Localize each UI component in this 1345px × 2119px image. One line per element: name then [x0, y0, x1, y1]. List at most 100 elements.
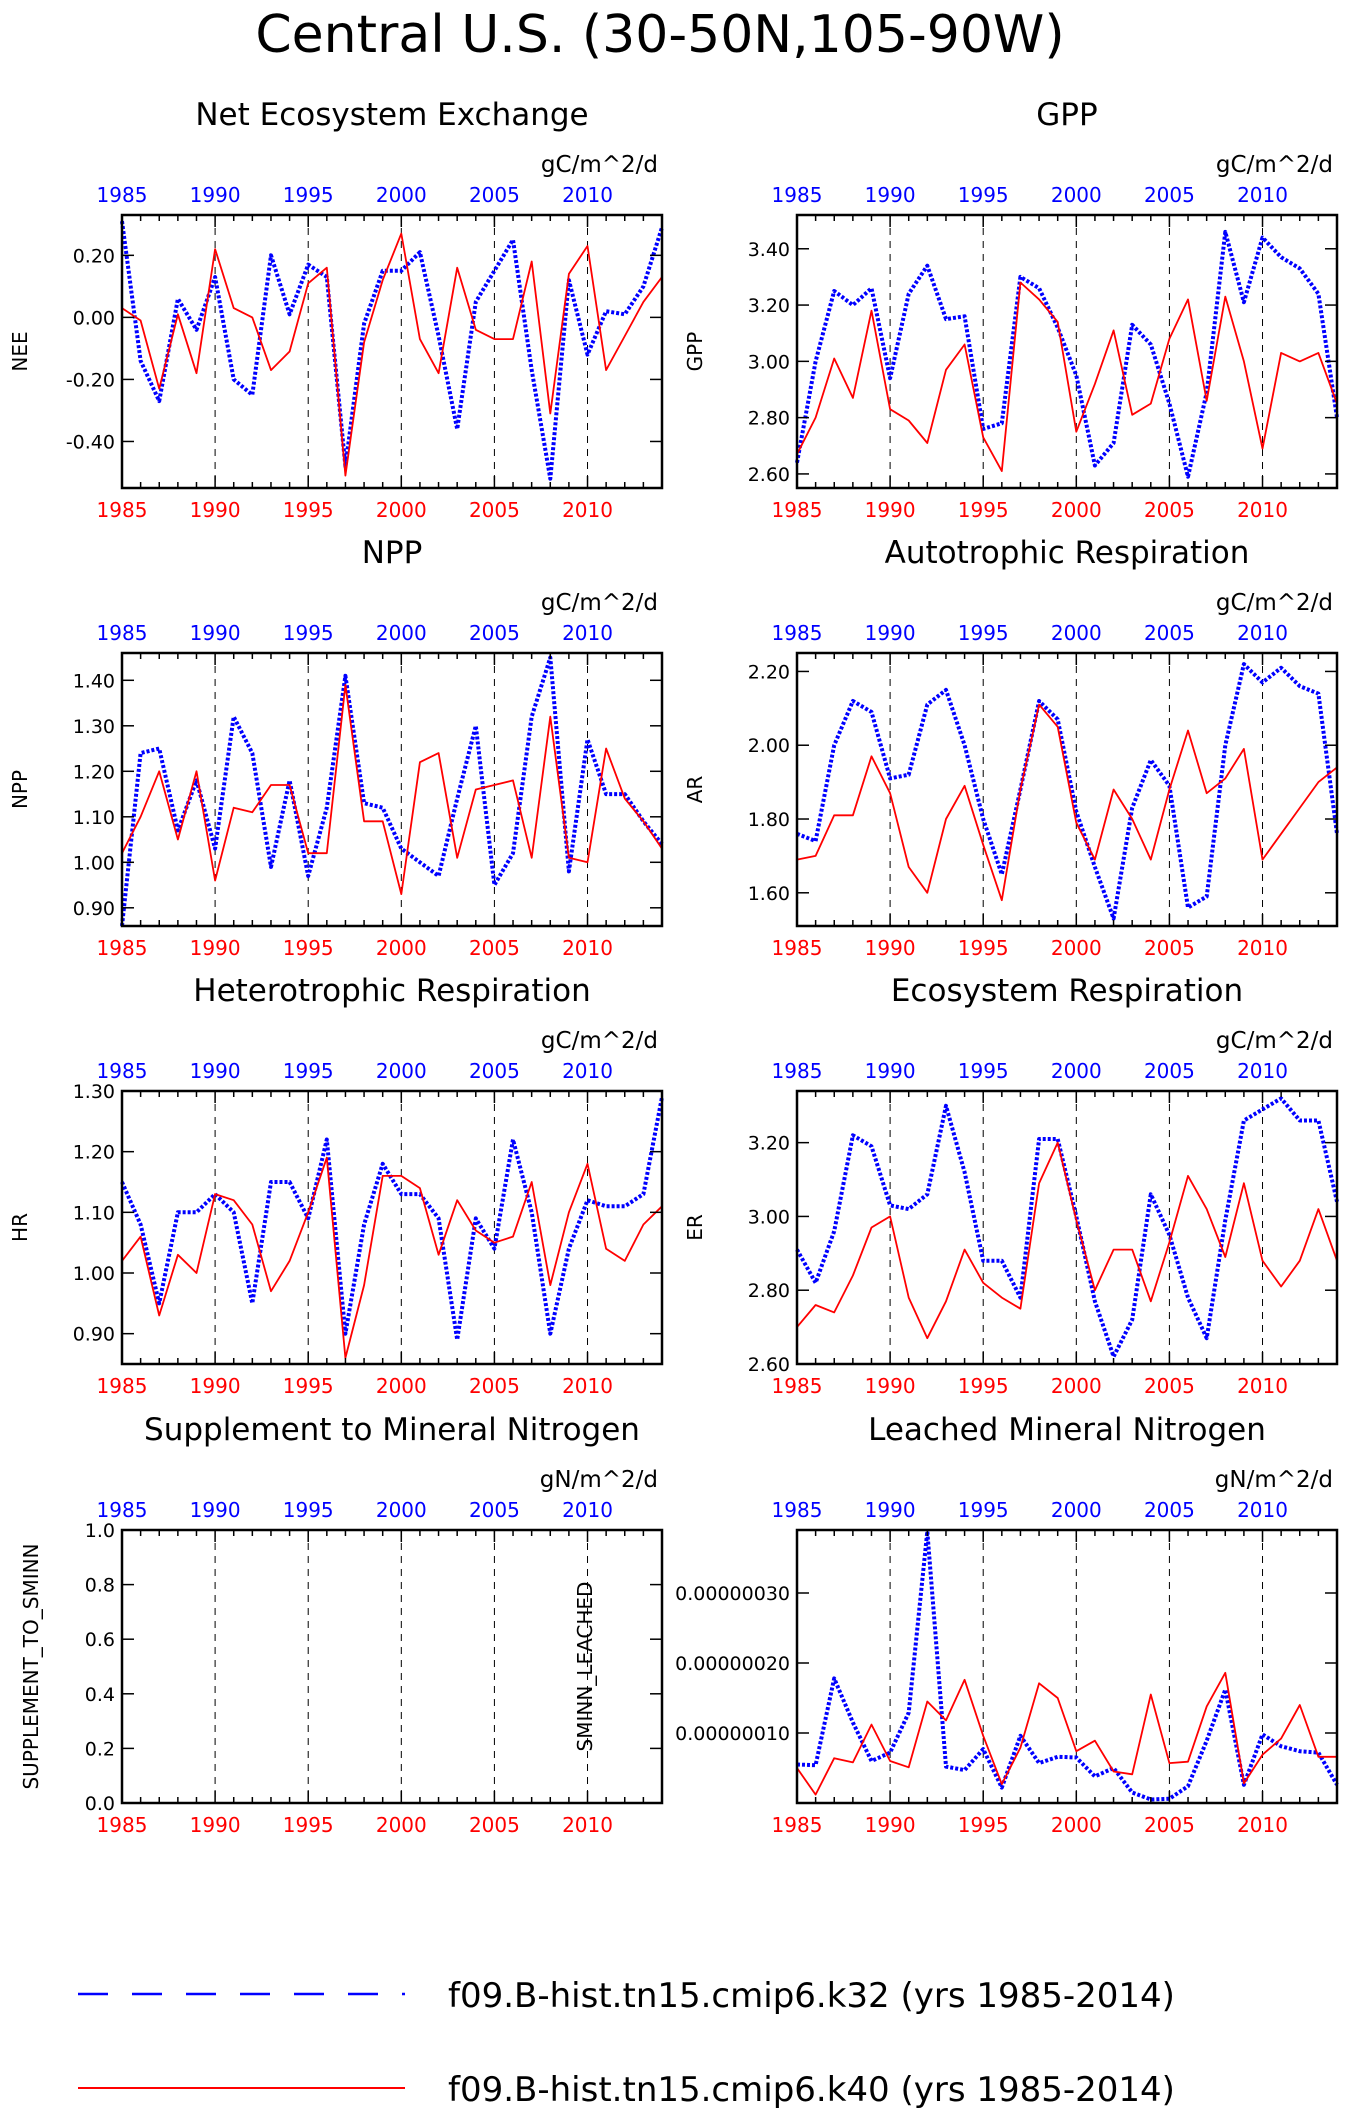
- plot-frame: [795, 1089, 1339, 1366]
- y-axis-label: HR: [8, 1213, 32, 1242]
- y-tick-label: 2.00: [748, 735, 790, 757]
- x-tick-label-bottom: 2000: [1051, 1813, 1102, 1837]
- x-tick-label-bottom: 2000: [376, 936, 427, 960]
- x-tick-label-top: 1995: [283, 621, 334, 645]
- x-tick-label-bottom: 1990: [190, 1374, 241, 1398]
- series-line-k32: [795, 1096, 1339, 1359]
- x-tick-label-bottom: 1990: [865, 498, 916, 522]
- x-tick-label-bottom: 2005: [1144, 498, 1195, 522]
- x-tick-label-bottom: 2000: [1051, 498, 1102, 522]
- x-tick-label-top: 1995: [958, 1498, 1009, 1522]
- x-tick-label-top: 2005: [1144, 183, 1195, 207]
- x-tick-label-top: 2005: [469, 1059, 520, 1083]
- legend-label-k40: f09.B-hist.tn15.cmip6.k40 (yrs 1985-2014…: [448, 2070, 1175, 2110]
- x-tick-label-top: 1990: [190, 1059, 241, 1083]
- x-tick-label-top: 2000: [1051, 1498, 1102, 1522]
- x-tick-label-top: 2005: [469, 1498, 520, 1522]
- panels-group: Net Ecosystem Exchange gC/m^2/d 1985 1985 19…: [8, 97, 1339, 1837]
- x-tick-label-top: 1990: [190, 183, 241, 207]
- y-tick-label: 0.2: [85, 1738, 115, 1760]
- x-tick-label-top: 1985: [772, 1498, 823, 1522]
- x-tick-label-top: 1995: [283, 183, 334, 207]
- y-tick-label: 2.60: [748, 464, 790, 486]
- x-tick-label-top: 2010: [562, 621, 613, 645]
- x-tick-label-top: 1985: [772, 1059, 823, 1083]
- x-tick-label-bottom: 2005: [1144, 936, 1195, 960]
- y-tick-label: 0.0: [85, 1793, 115, 1815]
- x-tick-label-top: 2000: [1051, 1059, 1102, 1083]
- plot-frame: [120, 1089, 664, 1366]
- x-tick-label-top: 2000: [376, 1498, 427, 1522]
- x-tick-label-bottom: 1995: [958, 1374, 1009, 1398]
- x-tick-label-bottom: 1985: [97, 1813, 148, 1837]
- panel-title: Autotrophic Respiration: [885, 535, 1250, 571]
- x-tick-label-top: 2005: [1144, 621, 1195, 645]
- panel-units: gC/m^2/d: [1216, 152, 1333, 178]
- x-tick-label-top: 1990: [190, 1498, 241, 1522]
- x-tick-label-bottom: 1985: [97, 498, 148, 522]
- y-tick-label: 0.90: [73, 1324, 115, 1346]
- y-tick-label: 1.30: [73, 716, 115, 738]
- y-tick-label: 1.10: [73, 1202, 115, 1224]
- y-tick-label: 1.40: [73, 670, 115, 692]
- x-tick-label-top: 2000: [376, 183, 427, 207]
- chart-panel-5: Heterotrophic Respiration gC/m^2/d 1985 198…: [8, 973, 664, 1398]
- x-tick-label-bottom: 1990: [190, 936, 241, 960]
- x-tick-label-top: 1995: [283, 1059, 334, 1083]
- x-tick-label-top: 2010: [1237, 183, 1288, 207]
- panel-title: GPP: [1036, 97, 1097, 133]
- y-tick-label: 1.20: [73, 761, 115, 783]
- chart-panel-3: NPP gC/m^2/d 1985 1985 1990 1990 1995 1995 2000 2…: [8, 535, 664, 960]
- y-tick-label: 0.20: [73, 245, 115, 267]
- y-tick-label: 3.20: [748, 295, 790, 317]
- y-tick-label: -0.40: [66, 431, 115, 453]
- x-tick-label-top: 2010: [562, 1498, 613, 1522]
- series-line-k32: [120, 1096, 664, 1342]
- x-tick-label-top: 1985: [97, 1059, 148, 1083]
- y-tick-label: 0.00000010: [675, 1723, 790, 1745]
- x-tick-label-top: 2010: [1237, 1498, 1288, 1522]
- x-tick-label-bottom: 1985: [772, 936, 823, 960]
- x-tick-label-bottom: 2005: [469, 1374, 520, 1398]
- x-tick-label-top: 1995: [283, 1498, 334, 1522]
- x-tick-label-bottom: 2005: [1144, 1813, 1195, 1837]
- chart-panel-7: Supplement to Mineral Nitrogen gN/m^2/d 19…: [19, 1412, 664, 1837]
- chart-panel-8: Leached Mineral Nitrogen gN/m^2/d 1985 1985…: [573, 1412, 1339, 1837]
- x-tick-label-top: 1985: [772, 183, 823, 207]
- x-tick-label-bottom: 1985: [97, 1374, 148, 1398]
- series-line-k40: [796, 1671, 1337, 1796]
- series-line-k32: [795, 229, 1339, 479]
- y-tick-label: 2.20: [748, 661, 790, 683]
- plot-frame: [795, 651, 1339, 928]
- x-tick-label-top: 2000: [376, 621, 427, 645]
- legend: f09.B-hist.tn15.cmip6.k32 (yrs 1985-2014…: [78, 1976, 1175, 2110]
- x-tick-label-bottom: 1995: [958, 1813, 1009, 1837]
- x-tick-label-top: 1990: [190, 621, 241, 645]
- series-line-k40: [796, 1141, 1338, 1340]
- y-tick-label: 0.90: [73, 898, 115, 920]
- series-line-k40: [796, 281, 1338, 473]
- x-tick-label-bottom: 1995: [283, 1813, 334, 1837]
- y-tick-label: 2.80: [748, 1280, 790, 1302]
- x-tick-label-top: 2005: [469, 183, 520, 207]
- series-line-k32: [796, 662, 1339, 921]
- y-axis-label: ER: [683, 1214, 707, 1241]
- panel-units: gC/m^2/d: [541, 590, 658, 616]
- panel-title: Heterotrophic Respiration: [193, 973, 590, 1009]
- y-tick-label: 1.20: [73, 1142, 115, 1164]
- x-tick-label-bottom: 2000: [376, 1374, 427, 1398]
- x-tick-label-bottom: 2005: [469, 1813, 520, 1837]
- x-tick-label-bottom: 1995: [958, 936, 1009, 960]
- x-tick-label-top: 1990: [865, 1498, 916, 1522]
- x-tick-label-bottom: 2000: [376, 1813, 427, 1837]
- y-tick-label: 3.20: [748, 1133, 790, 1155]
- panel-units: gC/m^2/d: [1216, 590, 1333, 616]
- x-tick-label-top: 2000: [1051, 183, 1102, 207]
- figure-title: Central U.S. (30-50N,105-90W): [255, 5, 1064, 65]
- series-line-k40: [796, 703, 1338, 902]
- y-tick-label: 0.4: [85, 1684, 115, 1706]
- y-tick-label: 0.00000030: [675, 1583, 790, 1605]
- x-tick-label-top: 1985: [97, 621, 148, 645]
- x-tick-label-top: 2005: [1144, 1059, 1195, 1083]
